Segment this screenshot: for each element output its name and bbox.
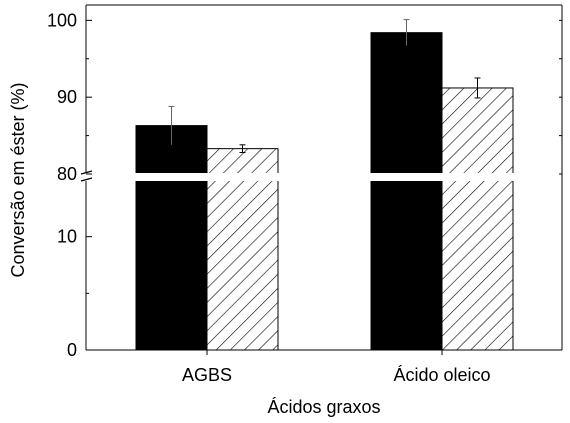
bar-solid-1 <box>135 125 208 351</box>
x-tick-label: Ácido oleico <box>393 365 490 385</box>
axis-break-gap <box>86 173 562 181</box>
bar-hatched-2 <box>441 87 514 351</box>
y-tick-label: 10 <box>57 227 77 247</box>
error-bars-layer <box>168 19 481 153</box>
y-tick-label: 100 <box>47 10 77 30</box>
x-tick-label: AGBS <box>182 365 232 385</box>
y-tick-label: 90 <box>57 87 77 107</box>
y-axis-title: Conversão em éster (%) <box>8 82 28 277</box>
bar-hatched-1 <box>206 148 279 351</box>
bars-layer <box>135 32 514 351</box>
x-axis-title: Ácidos graxos <box>267 397 380 417</box>
bar-solid-2 <box>370 32 443 351</box>
y-tick-label: 0 <box>67 340 77 360</box>
x-ticks-layer: AGBS Ácido oleico <box>182 350 491 385</box>
y-ticks-layer: 0 10 80 90 100 <box>47 10 562 360</box>
y-tick-label: 80 <box>57 164 77 184</box>
